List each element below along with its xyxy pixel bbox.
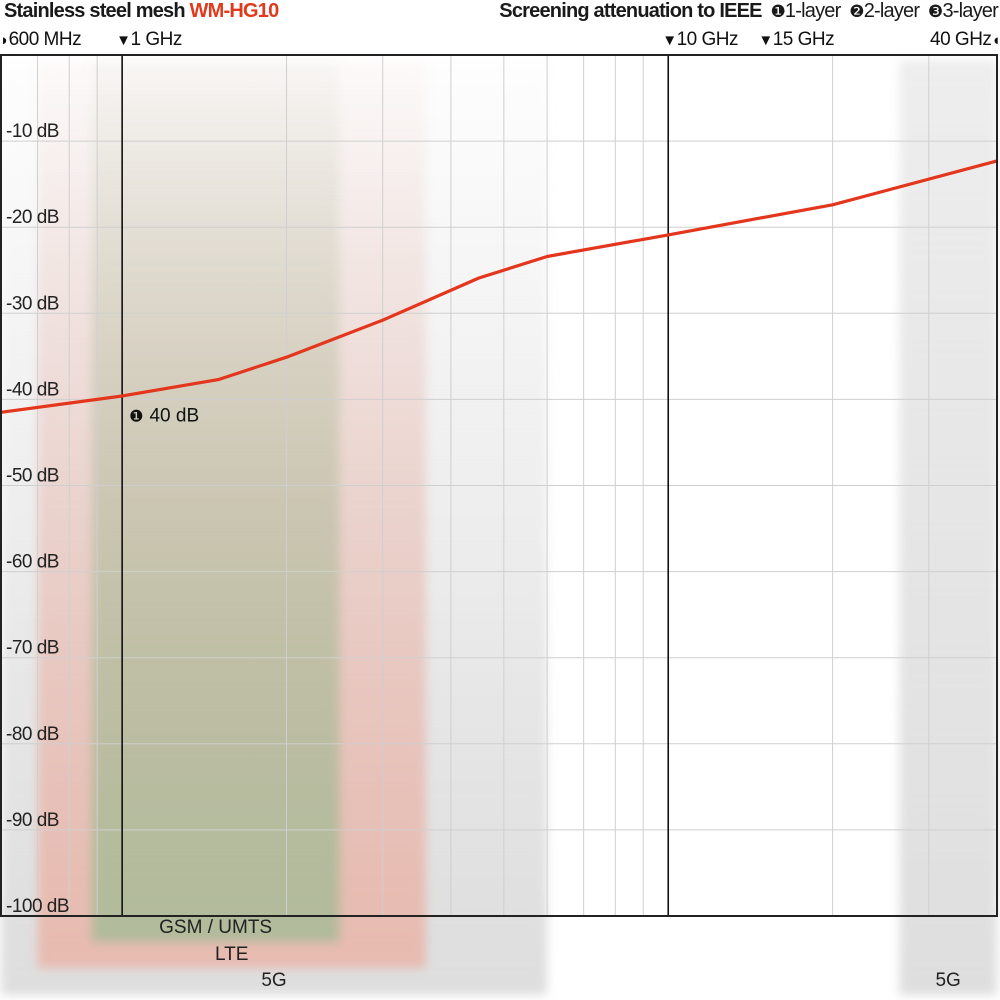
legend-label: 3-layer [942,0,998,22]
product-name: Stainless steel mesh [4,0,186,22]
legend-label: 1-layer [784,0,841,22]
chart-subtitle: Screening attenuation to IEEE ❶1-layer ❷… [499,0,998,24]
y-tick-label: -20 dB [6,207,59,228]
legend-label: 2-layer [863,0,920,22]
plot-frame [0,54,998,917]
annotation-label: 40 dB [149,405,199,426]
y-tick-label: -70 dB [6,638,59,659]
marker-left-arrow-icon: ◖ [991,32,1000,49]
chart-title: Stainless steel mesh WM-HG10 [4,0,280,24]
subtitle: Screening attenuation to IEEE [499,0,762,22]
frequency-marker: ▼10 GHz [662,29,738,50]
band-label: 5G [261,970,286,991]
marker-down-triangle-icon: ▼ [662,32,676,49]
frequency-marker: 40 GHz◖ [930,29,1000,50]
grid [1,55,997,916]
labels: 5G LTE GSM / UMTS 5G -10 dB -20 dB -30 dB -40 d… [0,29,1000,991]
y-tick-label: -60 dB [6,552,59,573]
band-5g [899,60,997,995]
number-1-icon: ❶ [770,2,785,22]
annotation: ❶ 40 dB [129,405,199,426]
marker-label: 1 GHz [131,29,182,50]
y-tick-label: -80 dB [6,724,59,745]
number-2-icon: ❷ [849,2,864,22]
frequency-marker: ▼1 GHz [116,29,182,50]
band-label: GSM / UMTS [159,917,272,938]
frequency-bands [1,60,997,995]
marker-label: 15 GHz [773,29,834,50]
marker-label: 40 GHz [930,29,991,50]
y-tick-label: -100 dB [6,896,69,917]
marker-right-arrow-icon: ◗ [0,32,9,49]
marker-down-triangle-icon: ▼ [758,32,772,49]
frequency-marker: ▼15 GHz [758,29,834,50]
marker-label: 600 MHz [9,29,82,50]
legend-item-3: ❸3-layer [928,0,999,22]
marker-label: 10 GHz [677,29,738,50]
attenuation-curve-1-layer [0,159,998,414]
y-tick-label: -90 dB [6,810,59,831]
y-tick-label: -10 dB [6,121,59,142]
legend-item-1: ❶1-layer [770,0,841,22]
band-gsm-umts [91,60,340,942]
band-label: 5G [935,970,960,991]
number-3-icon: ❸ [928,2,943,22]
y-tick-label: -30 dB [6,293,59,314]
y-tick-label: -50 dB [6,466,59,487]
band-label: LTE [215,944,248,965]
marker-down-triangle-icon: ▼ [116,32,130,49]
legend-item-2: ❷2-layer [849,0,920,22]
y-tick-label: -40 dB [6,379,59,400]
frequency-marker: ◗600 MHz [0,29,81,50]
number-1-icon: ❶ [129,406,143,425]
model-name: WM-HG10 [189,0,280,22]
